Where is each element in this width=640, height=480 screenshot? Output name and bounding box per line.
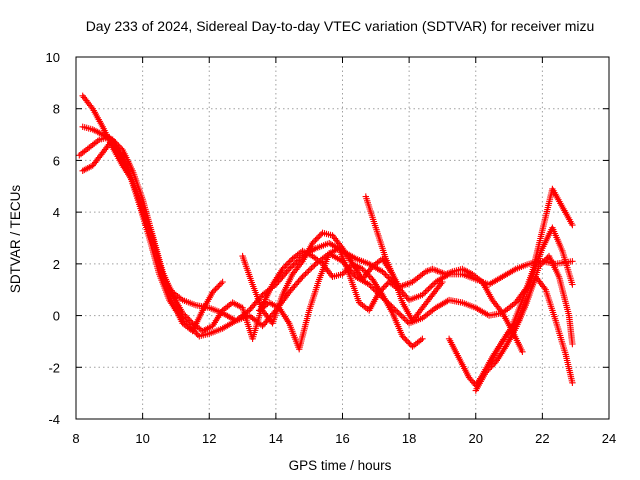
- x-tick-label: 14: [269, 431, 283, 446]
- y-tick-label: 2: [53, 257, 60, 272]
- x-tick-label: 22: [535, 431, 549, 446]
- series-track-6: [256, 245, 403, 353]
- data-markers: [76, 92, 576, 394]
- y-tick-label: -4: [48, 412, 60, 427]
- x-tick-label: 18: [402, 431, 416, 446]
- x-axis-title: GPS time / hours: [289, 458, 392, 473]
- y-tick-label: 10: [46, 50, 60, 65]
- series-markers: [445, 185, 576, 389]
- x-tick-label: 16: [335, 431, 349, 446]
- y-tick-label: 6: [53, 153, 60, 168]
- axis-ticks: [75, 56, 610, 420]
- y-tick-label: -2: [48, 360, 60, 375]
- series-track-8: [445, 185, 576, 389]
- y-axis-title: SDTVAR / TECUs: [8, 185, 23, 294]
- series-markers: [79, 92, 226, 335]
- series-markers: [485, 252, 576, 368]
- series-track-1: [79, 136, 576, 324]
- x-tick-label: 12: [202, 431, 216, 446]
- x-tick-label: 8: [72, 431, 79, 446]
- series-markers: [256, 245, 403, 353]
- y-tick-label: 4: [53, 205, 60, 220]
- x-tick-label: 10: [135, 431, 149, 446]
- x-tick-label: 20: [469, 431, 483, 446]
- y-tick-label: 0: [53, 309, 60, 324]
- y-tick-label: 8: [53, 102, 60, 117]
- series-track-10: [485, 252, 576, 368]
- series-markers: [79, 136, 576, 324]
- y-tick-labels: -4 -2 0 2 4 6 8 10: [46, 50, 60, 427]
- series-track-4: [79, 92, 226, 335]
- x-tick-label: 24: [602, 431, 616, 446]
- x-tick-labels: 8 10 12 14 16 18 20 22 24: [72, 431, 616, 446]
- grid: [76, 57, 609, 419]
- chart-title: Day 233 of 2024, Sidereal Day-to-day VTE…: [86, 18, 595, 34]
